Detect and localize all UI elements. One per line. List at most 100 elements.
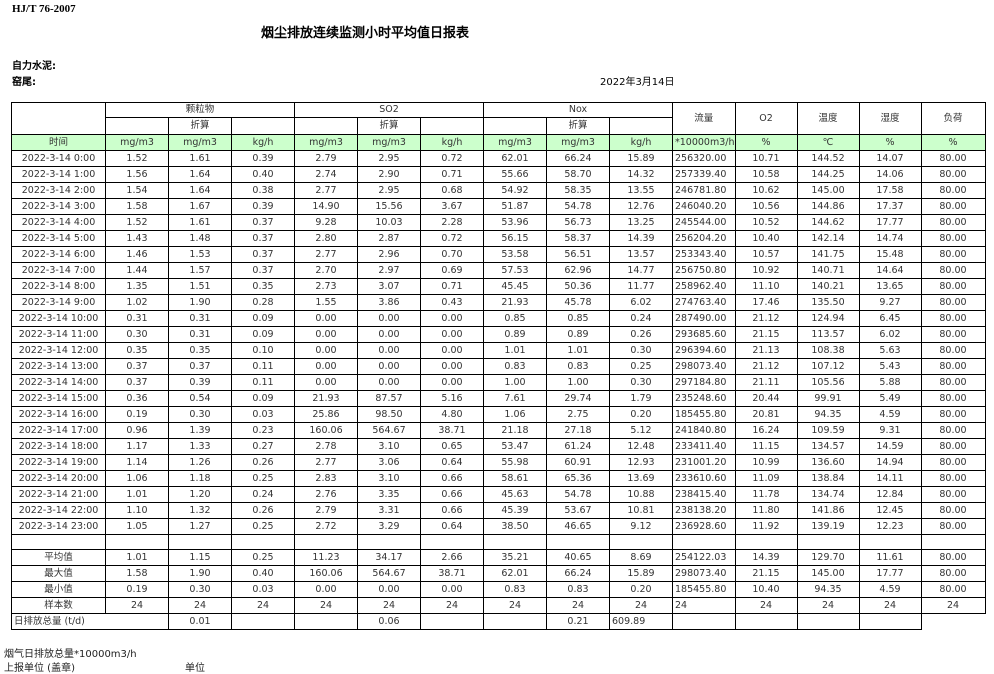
table-cell: 1.90 <box>168 294 232 311</box>
company-label: 自力水泥: <box>12 61 56 72</box>
table-cell: 10.40 <box>734 230 798 247</box>
header-temperature: 温度 <box>796 102 860 135</box>
summary-row: 平均值 1.01 1.15 0.25 11.23 34.17 2.66 35.21 40.65 8… <box>11 549 986 566</box>
table-cell: 1.57 <box>168 262 232 279</box>
table-row: 2022-3-14 8:00 1.35 1.51 0.35 2.73 3.07 0.71 45… <box>11 278 986 295</box>
table-cell: 2.73 <box>294 278 358 295</box>
table-cell: 0.00 <box>294 581 358 598</box>
table-cell: 1.61 <box>168 214 232 231</box>
table-cell: 0.30 <box>168 406 232 423</box>
table-cell: 12.23 <box>858 518 922 535</box>
table-cell: 2.90 <box>357 166 421 183</box>
header-humidity: 湿度 <box>858 102 922 135</box>
blank-cell <box>734 613 798 630</box>
table-cell: 1.64 <box>168 166 232 183</box>
table-cell: 57.53 <box>483 262 547 279</box>
table-cell: 2.80 <box>294 230 358 247</box>
table-cell: 0.20 <box>609 581 673 598</box>
blank-cell <box>483 534 547 550</box>
table-cell: 134.57 <box>796 438 860 455</box>
table-cell: 55.98 <box>483 454 547 471</box>
blank-cell <box>294 613 358 630</box>
table-cell: 0.85 <box>483 310 547 327</box>
table-cell: 2.79 <box>294 502 358 519</box>
table-cell: 80.00 <box>920 486 986 503</box>
table-cell: 2.28 <box>420 214 484 231</box>
table-cell: 0.09 <box>231 310 295 327</box>
table-cell: 1.05 <box>105 518 169 535</box>
table-cell: 1.17 <box>105 438 169 455</box>
table-cell: 12.45 <box>858 502 922 519</box>
table-cell: 80.00 <box>920 294 986 311</box>
header-so2-converted: 折算 <box>357 117 421 135</box>
table-cell: 17.77 <box>858 565 922 582</box>
table-cell: 0.37 <box>231 246 295 263</box>
table-cell: 11.61 <box>858 549 922 566</box>
table-cell: 0.70 <box>420 246 484 263</box>
table-cell: 80.00 <box>920 278 986 295</box>
table-cell: 0.00 <box>357 342 421 359</box>
header-unit: mg/m3 <box>168 134 232 151</box>
table-cell: 0.65 <box>420 438 484 455</box>
table-cell: 62.01 <box>483 150 547 167</box>
table-cell: 9.31 <box>858 422 922 439</box>
table-row: 2022-3-14 14:00 0.37 0.39 0.11 0.00 0.00 0.00 1… <box>11 374 986 391</box>
table-cell: 0.24 <box>609 310 673 327</box>
table-cell: 107.12 <box>796 358 860 375</box>
table-cell: 20.81 <box>734 406 798 423</box>
blank-cell <box>672 613 736 630</box>
table-row: 2022-3-14 5:00 1.43 1.48 0.37 2.80 2.87 0.72 56… <box>11 230 986 247</box>
table-cell: 0.72 <box>420 230 484 247</box>
table-row: 2022-3-14 6:00 1.46 1.53 0.37 2.77 2.96 0.70 53… <box>11 246 986 263</box>
table-cell: 256320.00 <box>672 150 736 167</box>
table-cell: 1.90 <box>168 565 232 582</box>
table-cell: 0.00 <box>357 358 421 375</box>
table-cell: 38.71 <box>420 422 484 439</box>
blank-cell <box>357 534 421 550</box>
table-cell: 1.58 <box>105 198 169 215</box>
table-cell: 1.01 <box>483 342 547 359</box>
table-cell: 0.11 <box>231 374 295 391</box>
table-cell: 185455.80 <box>672 581 736 598</box>
header-blank <box>483 117 547 135</box>
table-cell: 14.39 <box>609 230 673 247</box>
table-cell: 2.72 <box>294 518 358 535</box>
table-cell: 12.76 <box>609 198 673 215</box>
table-cell: 274763.40 <box>672 294 736 311</box>
table-cell: 80.00 <box>920 342 986 359</box>
table-cell: 10.52 <box>734 214 798 231</box>
table-cell: 21.13 <box>734 342 798 359</box>
table-cell: 10.71 <box>734 150 798 167</box>
table-cell: 105.56 <box>796 374 860 391</box>
table-cell: 0.00 <box>420 581 484 598</box>
table-cell: 80.00 <box>920 374 986 391</box>
table-cell: 1.58 <box>105 565 169 582</box>
table-cell: 144.25 <box>796 166 860 183</box>
table-cell: 12.84 <box>858 486 922 503</box>
row-label: 2022-3-14 9:00 <box>11 294 106 311</box>
table-cell: 80.00 <box>920 438 986 455</box>
table-cell: 80.00 <box>920 214 986 231</box>
table-cell: 24 <box>357 597 421 614</box>
table-cell: 298073.40 <box>672 565 736 582</box>
table-cell: 113.57 <box>796 326 860 343</box>
table-cell: 245544.00 <box>672 214 736 231</box>
table-cell: 94.35 <box>796 406 860 423</box>
flue-gas-total-label: 烟气日排放总量*10000m3/h <box>4 649 137 660</box>
header-flow: 流量 <box>672 102 736 135</box>
table-cell: 3.06 <box>357 454 421 471</box>
table-cell: 0.35 <box>231 278 295 295</box>
blank-cell <box>105 534 169 550</box>
table-cell: 257339.40 <box>672 166 736 183</box>
table-cell: 1.20 <box>168 486 232 503</box>
table-cell: 15.48 <box>858 246 922 263</box>
table-cell: 0.83 <box>483 358 547 375</box>
blank-cell <box>672 534 736 550</box>
row-label: 2022-3-14 1:00 <box>11 166 106 183</box>
table-cell: 241840.80 <box>672 422 736 439</box>
table-cell: 141.75 <box>796 246 860 263</box>
table-cell: 50.36 <box>546 278 610 295</box>
table-cell: 256750.80 <box>672 262 736 279</box>
table-cell: 235248.60 <box>672 390 736 407</box>
table-cell: 80.00 <box>920 166 986 183</box>
